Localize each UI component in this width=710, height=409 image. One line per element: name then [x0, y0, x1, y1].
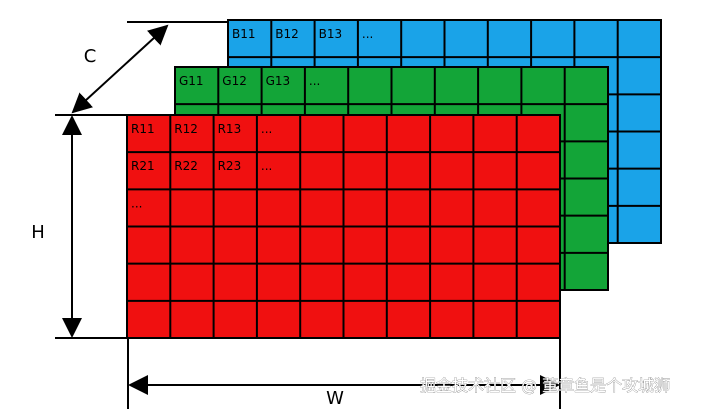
c-arrow — [71, 24, 169, 114]
cell-label: R21 — [131, 159, 155, 173]
cell-label: R22 — [174, 159, 198, 173]
cell-label: ... — [131, 196, 142, 210]
red-channel: R11 R12 R13 ... R21 R22 R23...... — [126, 114, 561, 339]
cell-label: G11 — [179, 74, 204, 88]
cell-label: G13 — [266, 74, 291, 88]
cell-label: B11 — [232, 27, 256, 41]
c-label: C — [84, 46, 97, 67]
cell-label: R12 — [174, 122, 198, 136]
watermark: 掘金技术社区 @ 董章鱼是个攻城狮 — [420, 376, 670, 395]
cell-label: B13 — [319, 27, 343, 41]
dimension-lines — [55, 21, 561, 409]
cell-label: G12 — [222, 74, 247, 88]
cell-label: ... — [261, 159, 272, 173]
w-label: W — [326, 388, 344, 409]
cell-label: ... — [362, 27, 373, 41]
h-label: H — [31, 222, 45, 243]
cell-label: B12 — [275, 27, 299, 41]
cell-label: ... — [309, 74, 320, 88]
cell-label: ... — [261, 122, 272, 136]
cell-label: R13 — [218, 122, 242, 136]
cell-label: R11 — [131, 122, 155, 136]
cell-label: R23 — [218, 159, 242, 173]
channel-layers: B11 B12 B13 ...G11 G12 G13 ...R11 R12 R13 ...R21 R… — [126, 19, 662, 339]
